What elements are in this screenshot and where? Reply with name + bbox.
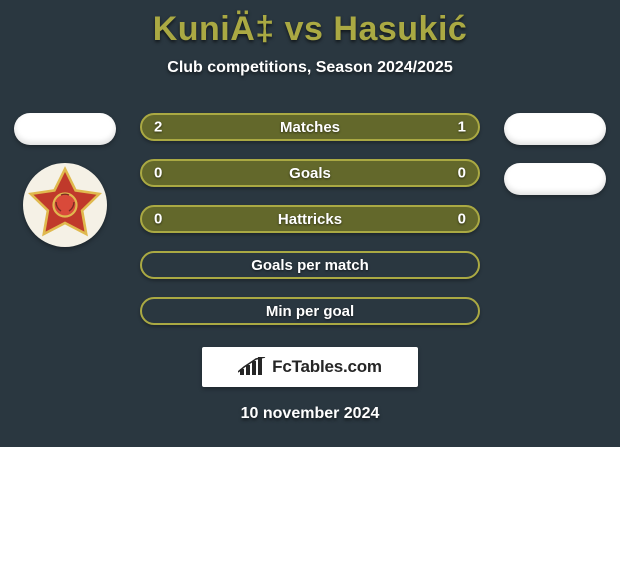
stat-rows: 2 Matches 1 0 Goals 0 0 Hattricks 0 Goal… [140, 95, 480, 325]
stat-row-goals: 0 Goals 0 [140, 159, 480, 187]
competitor-a-badges [0, 95, 130, 247]
stat-label: Hattricks [278, 211, 342, 228]
club-crest-icon [23, 163, 107, 247]
competitor-a-ellipse [14, 113, 116, 145]
competitor-b-badges [490, 95, 620, 195]
bar-chart-icon [238, 357, 266, 377]
competitor-b-ellipse-2 [504, 163, 606, 195]
page-subtitle: Club competitions, Season 2024/2025 [0, 51, 620, 95]
brand-box[interactable]: FcTables.com [202, 347, 418, 387]
stat-b-value: 1 [458, 119, 466, 136]
stat-row-matches: 2 Matches 1 [140, 113, 480, 141]
brand-text: FcTables.com [272, 357, 382, 377]
stat-a-value: 0 [154, 211, 162, 228]
stat-row-hattricks: 0 Hattricks 0 [140, 205, 480, 233]
stat-label: Goals [289, 165, 331, 182]
stat-b-value: 0 [458, 165, 466, 182]
competitor-b-ellipse-1 [504, 113, 606, 145]
stat-label: Goals per match [251, 257, 369, 274]
stat-b-value: 0 [458, 211, 466, 228]
stat-row-goals-per-match: Goals per match [140, 251, 480, 279]
date-line: 10 november 2024 [0, 387, 620, 423]
page-title: KuniÄ‡ vs Hasukić [0, 6, 620, 51]
stat-label: Min per goal [266, 303, 354, 320]
stat-a-value: 2 [154, 119, 162, 136]
body-area: 2 Matches 1 0 Goals 0 0 Hattricks 0 Goal… [0, 95, 620, 423]
comparison-card: KuniÄ‡ vs Hasukić Club competitions, Sea… [0, 0, 620, 447]
competitor-a-club-badge [23, 163, 107, 247]
stat-row-min-per-goal: Min per goal [140, 297, 480, 325]
stat-a-value: 0 [154, 165, 162, 182]
stat-label: Matches [280, 119, 340, 136]
